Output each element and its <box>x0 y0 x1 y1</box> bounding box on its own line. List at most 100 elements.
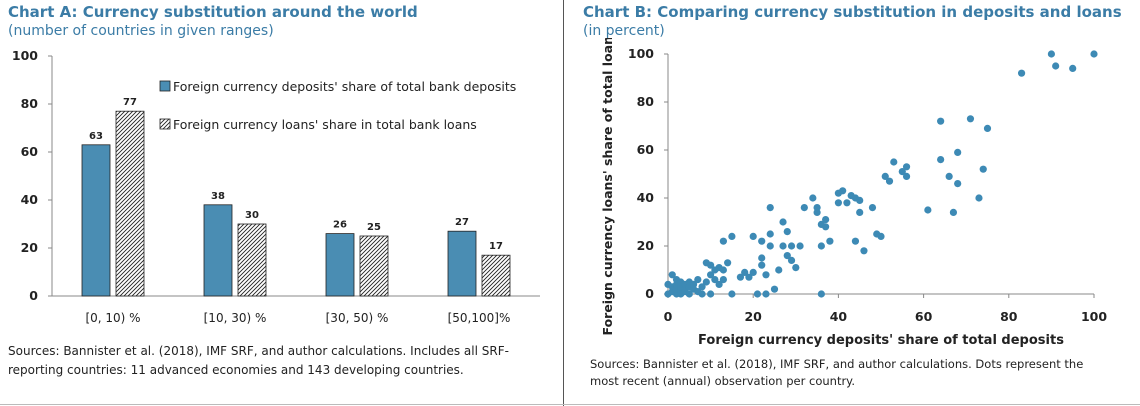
scatter-point <box>851 237 860 245</box>
scatter-point <box>954 180 962 188</box>
x-tick-label: 20 <box>744 309 762 324</box>
scatter-point <box>792 264 800 272</box>
scatter-point <box>1069 64 1077 72</box>
x-tick-label: 40 <box>830 309 848 324</box>
chart-a-subtitle: (number of countries in given ranges) <box>8 23 274 39</box>
scatter-point <box>715 280 723 288</box>
bar-value-label: 63 <box>89 131 103 142</box>
scatter-point <box>1052 62 1060 70</box>
chart-b-title: Chart B: Comparing currency substitution… <box>583 3 1122 21</box>
scatter-point <box>826 237 834 245</box>
bar-value-label: 38 <box>211 191 225 202</box>
deposits-bar <box>81 144 111 297</box>
bar-value-label: 17 <box>489 241 503 252</box>
scatter-point <box>741 268 749 276</box>
scatter-point <box>749 232 757 240</box>
scatter-point <box>937 156 945 164</box>
scatter-point <box>779 218 787 226</box>
scatter-point <box>937 117 945 125</box>
scatter-point <box>839 187 847 195</box>
chart-b-panel: Chart B: Comparing currency substitution… <box>566 0 1140 406</box>
scatter-point <box>1090 50 1098 58</box>
legend-label-loans: Foreign currency loans' share in total b… <box>173 117 477 132</box>
bar-value-label: 26 <box>333 220 347 231</box>
chart-a-title: Chart A: Currency substitution around th… <box>8 3 418 21</box>
scatter-point <box>707 261 715 269</box>
bar-value-label: 77 <box>123 97 137 108</box>
x-axis-label: Foreign currency deposits' share of tota… <box>698 333 1064 348</box>
loans-bar <box>115 110 145 297</box>
scatter-point <box>719 266 727 274</box>
scatter-point <box>745 273 753 281</box>
y-tick-label: 0 <box>29 288 38 303</box>
loans-bar <box>481 254 511 297</box>
bottom-rule <box>0 404 1140 405</box>
scatter-point <box>719 276 727 284</box>
loans-bar <box>359 235 389 297</box>
scatter-point <box>868 204 877 212</box>
x-tick-label: [10, 30) % <box>204 311 267 325</box>
y-tick-label: 100 <box>628 46 654 61</box>
scatter-point <box>856 208 864 216</box>
scatter-point <box>979 165 987 173</box>
x-tick-label: 60 <box>915 309 933 324</box>
y-axis-label: Foreign currency loans' share of total l… <box>600 38 615 335</box>
scatter-point <box>762 271 770 279</box>
scatter-point <box>817 242 825 250</box>
y-tick-label: 80 <box>21 96 39 111</box>
scatter-point <box>1017 69 1026 77</box>
scatter-point <box>881 172 889 180</box>
scatter-point <box>728 232 736 240</box>
scatter-point <box>783 228 791 236</box>
scatter-point <box>860 247 868 255</box>
x-tick-label: 80 <box>1000 309 1018 324</box>
scatter-point <box>877 232 885 240</box>
deposits-bar <box>203 204 233 297</box>
chart-b-subtitle: (in percent) <box>583 23 665 39</box>
scatter-point <box>766 230 774 238</box>
scatter-point <box>902 163 911 171</box>
chart-a-source: Sources: Bannister et al. (2018), IMF SR… <box>8 344 509 377</box>
scatter-point <box>749 268 757 276</box>
scatter-point <box>800 204 808 212</box>
y-tick-label: 100 <box>12 48 38 63</box>
scatter-point <box>736 273 745 281</box>
y-tick-label: 40 <box>637 190 655 205</box>
scatter-point <box>856 196 864 204</box>
scatter-point <box>775 266 783 274</box>
panel-divider <box>563 0 564 406</box>
scatter-point <box>809 194 817 202</box>
chart-b-plot: 0 20 40 60 80 100 0 20 40 60 80 100 Foreign currency… <box>600 38 1107 348</box>
bar-value-label: 30 <box>245 210 259 221</box>
bar-value-label: 25 <box>367 222 381 233</box>
y-tick-label: 0 <box>645 286 654 301</box>
y-tick-label: 60 <box>637 142 655 157</box>
scatter-point <box>843 199 851 207</box>
chart-b-source: Sources: Bannister et al. (2018), IMF SR… <box>590 357 1084 388</box>
scatter-point <box>787 256 796 264</box>
y-tick-label: 40 <box>21 192 39 207</box>
scatter-point <box>766 242 774 250</box>
scatter-point <box>698 283 706 291</box>
scatter-point <box>822 216 830 224</box>
chart-a-plot: 0 20 40 60 80 100 [0, 10) % 63 77 [10, 30) % 38 30 [… <box>12 48 540 325</box>
x-tick-label: 0 <box>664 309 673 324</box>
scatter-point <box>1047 50 1055 58</box>
scatter-point <box>817 290 825 298</box>
bar-value-label: 27 <box>455 217 469 228</box>
deposits-bar <box>325 233 355 297</box>
scatter-point <box>902 172 911 180</box>
scatter-point <box>779 242 787 250</box>
y-tick-label: 80 <box>637 94 655 109</box>
legend-swatch-loans <box>159 118 171 130</box>
x-tick-label: 100 <box>1081 309 1107 324</box>
scatter-point <box>694 276 702 284</box>
scatter-point <box>668 271 676 279</box>
scatter-point <box>702 278 710 286</box>
scatter-point <box>758 261 766 269</box>
scatter-point <box>924 206 932 214</box>
scatter-point <box>954 148 962 156</box>
scatter-point <box>822 223 830 231</box>
scatter-point <box>758 237 766 245</box>
scatter-point <box>762 290 770 298</box>
